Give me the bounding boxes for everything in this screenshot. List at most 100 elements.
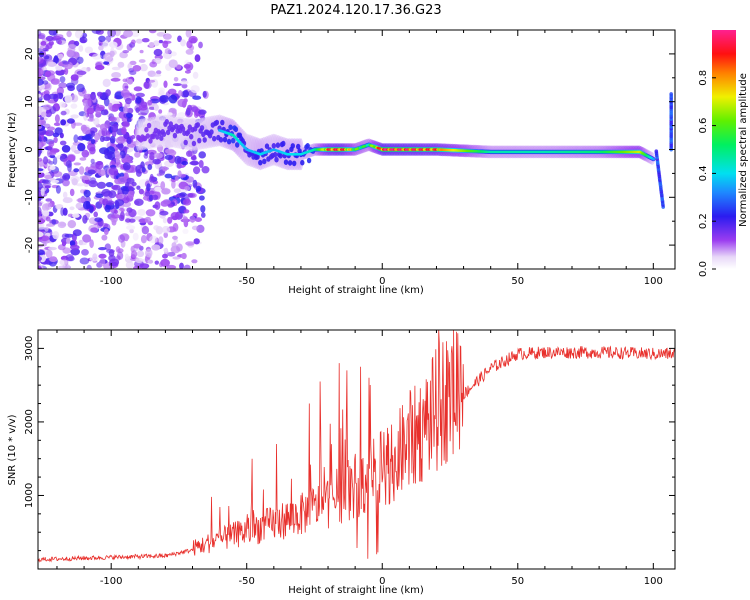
heatmap-cell [183,64,191,69]
heatmap-cell [176,243,183,252]
heatmap-cell [62,191,68,199]
heatmap-cell [132,232,139,241]
heatmap-cell [111,66,121,71]
heatmap-cell [65,254,74,262]
heatmap-cell [120,89,130,98]
heatmap-cell [158,39,163,44]
heatmap-cell [177,98,187,108]
heatmap-cell [184,70,191,74]
spectrogram-x-label: Height of straight line (km) [288,285,424,296]
heatmap-cell [82,214,88,224]
heatmap-cell [131,250,138,258]
heatmap-cell [133,265,142,269]
heatmap-cell [55,34,64,39]
heatmap-cell [145,209,156,217]
heatmap-cell [135,92,145,98]
heatmap-cell [110,77,121,82]
heatmap-cell [180,80,189,85]
heatmap-cell [158,87,166,94]
heatmap-cell [59,259,68,266]
heatmap-cell [118,234,125,243]
heatmap-cell [98,253,107,259]
heatmap-cell [136,185,141,190]
heatmap-cell [177,112,186,119]
heatmap-cell [181,161,189,166]
heatmap-cell [127,78,133,85]
heatmap-cell [136,38,143,44]
heatmap-cell [189,215,196,223]
heatmap-cell [70,114,79,119]
heatmap-cell [134,198,144,206]
heatmap-cell [51,179,60,184]
heatmap-cell [86,264,92,269]
heatmap-cell [115,143,124,148]
heatmap-cell [72,51,80,58]
heatmap-cell [161,225,171,234]
heatmap-cell [164,173,173,179]
heatmap-cell [113,209,119,215]
heatmap-cell [111,103,119,112]
heatmap-cell [111,72,121,79]
heatmap-cell [90,92,96,101]
heatmap-cell [137,208,146,216]
heatmap-cell [38,141,42,149]
heatmap-cell [192,95,202,100]
heatmap-cell [38,231,44,238]
heatmap-cell [78,166,85,175]
heatmap-cell [91,30,102,34]
heatmap-cell [51,219,57,225]
heatmap-cell [127,190,135,199]
heatmap-cell [66,118,75,124]
heatmap-cell [98,35,106,42]
heatmap-cell [198,109,207,115]
heatmap-cell [154,201,161,210]
heatmap-cell [190,37,197,44]
heatmap-cell [109,50,115,57]
heatmap-cell [40,41,47,46]
heatmap-cell [167,252,176,257]
heatmap-cell [153,40,160,47]
heatmap-cell [192,71,199,79]
heatmap-cell [180,39,186,47]
heatmap-cell [173,188,181,193]
heatmap-cell [49,165,56,170]
heatmap-cell [111,184,121,191]
y-tick-label: 0 [24,146,35,152]
heatmap-cell [122,82,129,92]
heatmap-cell [233,126,239,133]
y-tick-label: 20 [24,48,35,61]
heatmap-cell [118,111,126,119]
x-tick-label: 100 [644,276,663,287]
y-tick-label: -20 [24,237,35,253]
heatmap-cell [41,203,50,212]
heatmap-cell [81,135,92,141]
heatmap-cell [106,249,115,254]
heatmap-cell [131,30,140,37]
heatmap-cell [83,189,91,198]
heatmap-cell [73,168,80,173]
heatmap-cell [184,185,191,191]
heatmap-cell [161,188,171,195]
heatmap-cell [69,206,75,211]
heatmap-cell [164,154,174,160]
x-tick-label: 50 [511,576,524,587]
snr-series-line [38,330,675,563]
x-tick-label: -50 [239,276,255,287]
y-tick-label: 10 [24,95,35,108]
heatmap-cell [139,263,150,269]
heatmap-cell [160,258,171,267]
heatmap-cell [192,179,198,188]
heatmap-cell [160,181,166,190]
heatmap-cell [40,187,45,197]
heatmap-cell [115,137,124,144]
x-tick-label: 50 [511,276,524,287]
heatmap-cell [79,157,87,161]
heatmap-cell [162,253,168,259]
heatmap-cell [59,140,67,146]
heatmap-cell [264,143,270,149]
heatmap-cell [226,138,232,145]
heatmap-cell [201,212,206,218]
heatmap-cell [163,80,168,88]
heatmap-cell [67,44,77,49]
heatmap-cell [149,176,156,183]
